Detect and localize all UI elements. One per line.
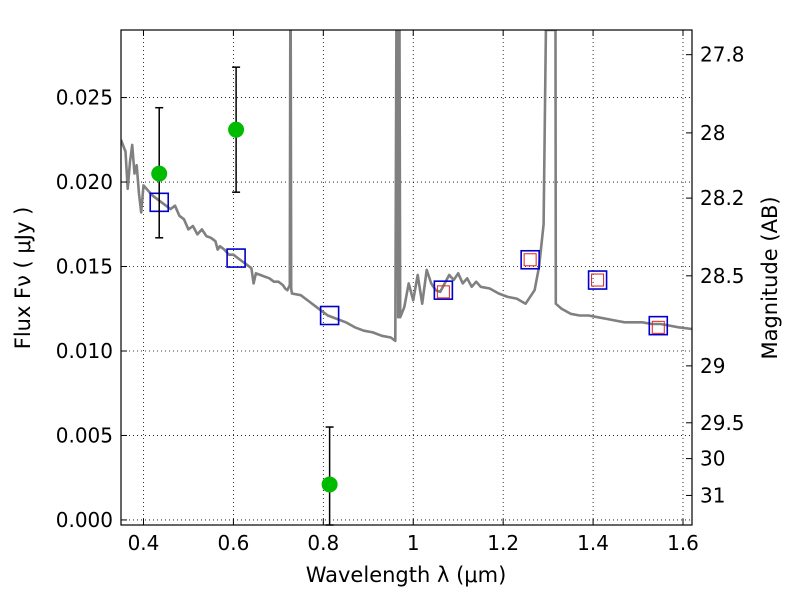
y2-tick-label: 28.2 bbox=[700, 186, 745, 210]
y-tick-label: 0.015 bbox=[56, 255, 113, 279]
model-band-marker bbox=[433, 280, 454, 300]
model-band-marker bbox=[587, 270, 608, 290]
model-band-marker bbox=[520, 249, 540, 270]
grid-lines bbox=[121, 30, 692, 525]
model-band-marker bbox=[319, 305, 340, 326]
y2-axis-label: Magnitude (AB) bbox=[758, 196, 782, 359]
axis-tick-labels: 0.4 0.6 0.8 1 1.2 1.4 1.6 0.000 0.005 0.010 0.015 0… bbox=[56, 43, 745, 555]
model-band-inner-marker bbox=[591, 273, 605, 287]
sed-model-curve bbox=[121, 30, 692, 343]
model-band-inner-marker bbox=[436, 285, 450, 299]
y2-tick-label: 28 bbox=[700, 121, 725, 145]
x-tick-label: 1.4 bbox=[577, 531, 609, 555]
y2-tick-label: 31 bbox=[700, 483, 725, 507]
x-tick-label: 1.6 bbox=[667, 531, 699, 555]
model-band-inner-marker bbox=[651, 320, 665, 334]
axis-ticks bbox=[121, 30, 692, 525]
model-band-marker bbox=[648, 315, 669, 336]
sed-curve-layer bbox=[121, 30, 692, 343]
x-tick-label: 0.8 bbox=[307, 531, 339, 555]
y-tick-label: 0.000 bbox=[56, 508, 113, 532]
observed-point bbox=[228, 121, 245, 138]
observed-point bbox=[151, 165, 168, 182]
plot-area bbox=[121, 30, 692, 526]
y-tick-label: 0.025 bbox=[56, 86, 113, 110]
x-tick-label: 1.2 bbox=[487, 531, 519, 555]
x-tick-label: 0.6 bbox=[217, 531, 249, 555]
y-tick-label: 0.010 bbox=[56, 339, 113, 363]
plot-frame bbox=[120, 29, 693, 526]
y2-tick-label: 30 bbox=[700, 447, 725, 471]
x-axis-label: Wavelength λ (μm) bbox=[306, 563, 507, 587]
y-tick-label: 0.020 bbox=[56, 170, 113, 194]
model-band-marker bbox=[226, 248, 246, 268]
marker-layer bbox=[149, 66, 669, 526]
y-tick-label: 0.005 bbox=[56, 423, 113, 447]
y-axis-label: Flux Fν ( μJy ) bbox=[11, 207, 35, 350]
x-tick-label: 0.4 bbox=[128, 531, 160, 555]
y2-tick-label: 29 bbox=[700, 354, 725, 378]
y2-tick-label: 28.5 bbox=[700, 264, 745, 288]
y2-tick-label: 29.5 bbox=[700, 411, 745, 435]
model-band-inner-marker bbox=[523, 253, 537, 267]
x-tick-label: 1 bbox=[407, 531, 420, 555]
observed-point bbox=[321, 476, 338, 493]
y2-tick-label: 27.8 bbox=[700, 43, 745, 67]
